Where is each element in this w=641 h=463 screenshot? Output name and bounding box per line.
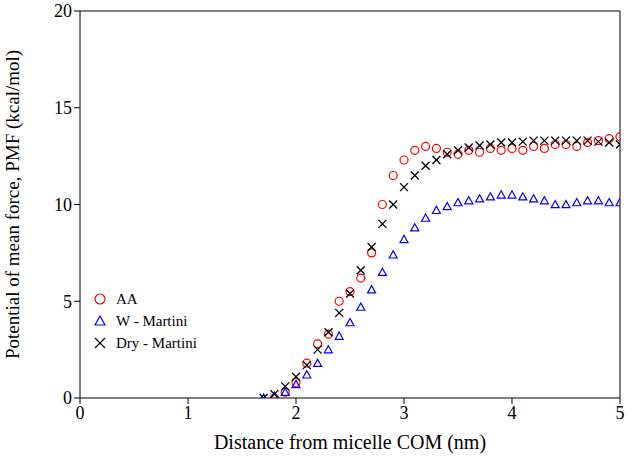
- svg-text:3: 3: [400, 403, 409, 423]
- svg-text:1: 1: [184, 403, 193, 423]
- html-text:Dry - Martini: Dry - Martini: [116, 335, 197, 351]
- svg-text:10: 10: [54, 195, 72, 215]
- svg-text:0: 0: [63, 388, 72, 408]
- svg-text:15: 15: [54, 98, 72, 118]
- svg-text:4: 4: [508, 403, 517, 423]
- html-text:W - Martini: W - Martini: [116, 313, 188, 329]
- svg-text:5: 5: [63, 292, 72, 312]
- svg-text:Potential of mean force, PMF (: Potential of mean force, PMF (kcal/mol): [2, 50, 24, 359]
- svg-text:Distance from micelle COM (nm): Distance from micelle COM (nm): [214, 431, 486, 454]
- svg-text:5: 5: [616, 403, 625, 423]
- html-text:AA: AA: [116, 291, 138, 307]
- svg-text:0: 0: [76, 403, 85, 423]
- svg-text:2: 2: [292, 403, 301, 423]
- svg-text:20: 20: [54, 1, 72, 21]
